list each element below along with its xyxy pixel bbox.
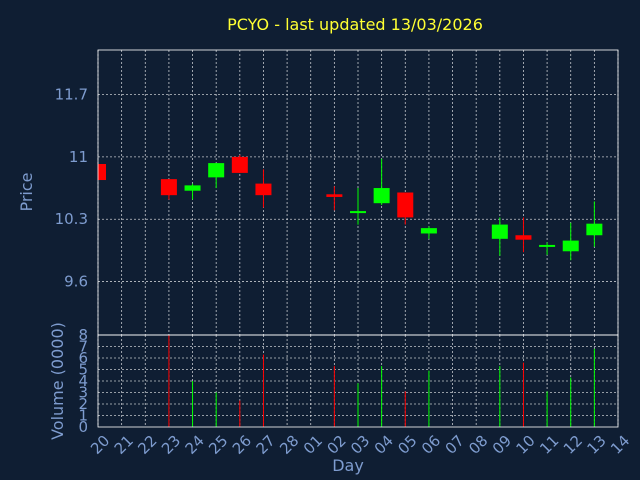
price-tick-label: 10.3: [55, 210, 88, 228]
day-tick-label: 11: [536, 432, 562, 458]
volume-tick-label: 1: [78, 407, 88, 425]
day-tick-label: 22: [134, 432, 160, 458]
candle-body: [420, 228, 437, 234]
candle-body: [491, 224, 508, 239]
volume-panel-frame: [97, 334, 619, 428]
candle-body: [350, 211, 366, 214]
day-tick-label: 10: [513, 432, 539, 458]
candle-body: [184, 185, 201, 191]
day-tick-label: 13: [583, 432, 609, 458]
chart-title: PCYO - last updated 13/03/2026: [227, 15, 483, 34]
candle-body: [326, 194, 343, 197]
volume-tick-label: 2: [78, 395, 88, 413]
day-tick-label: 03: [347, 432, 373, 458]
price-tick-labels: 9.6 10.3 11 11.7: [55, 86, 88, 291]
day-tick-label: 24: [182, 432, 208, 458]
day-tick-label: 25: [205, 432, 231, 458]
day-tick-label: 23: [158, 432, 184, 458]
candle-body: [255, 183, 272, 196]
price-tick-label: 11: [69, 148, 88, 166]
volume-tick-label: 6: [78, 349, 88, 367]
volume-tick-label: 3: [78, 384, 88, 402]
day-tick-label: 21: [111, 432, 137, 458]
day-tick-label: 06: [418, 432, 444, 458]
volume-tick-label: 7: [78, 338, 88, 356]
candle-body: [98, 164, 106, 181]
day-tick-label: 12: [560, 432, 586, 458]
volume-tick-label: 5: [78, 361, 88, 379]
candle-body: [373, 188, 390, 204]
volume-tick-label: 8: [78, 326, 88, 344]
day-tick-label: 14: [607, 432, 633, 458]
day-tick-label: 04: [371, 432, 397, 458]
day-tick-label: 07: [442, 432, 468, 458]
x-axis-label: Day: [332, 456, 364, 475]
day-tick-label: 20: [87, 432, 113, 458]
day-tick-label: 01: [300, 432, 326, 458]
candle-body: [562, 240, 579, 252]
volume-tick-label: 4: [78, 372, 88, 390]
candle-body: [515, 235, 532, 240]
day-tick-label: 02: [323, 432, 349, 458]
price-tick-label: 9.6: [64, 273, 88, 291]
day-tick-label: 28: [276, 432, 302, 458]
price-axis-label: Price: [17, 172, 36, 211]
day-tick-label: 08: [465, 432, 491, 458]
day-tick-label: 26: [229, 432, 255, 458]
candle-body: [539, 244, 556, 247]
price-tick-label: 11.7: [55, 86, 88, 104]
candle-body: [160, 179, 177, 196]
candle-body: [231, 156, 248, 173]
day-tick-label: 05: [394, 432, 420, 458]
volume-axis-label: Volume (0000): [48, 322, 67, 440]
day-tick-label: 27: [253, 432, 279, 458]
day-tick-labels: 2021222324252627280102030405060708091011…: [87, 432, 633, 458]
candle-body: [397, 192, 414, 218]
candles-group: [97, 155, 603, 261]
candle-body: [208, 163, 225, 178]
day-tick-label: 09: [489, 432, 515, 458]
volume-tick-label: 0: [78, 418, 88, 436]
candle-body: [586, 223, 603, 236]
volume-bars-group: [168, 335, 595, 427]
